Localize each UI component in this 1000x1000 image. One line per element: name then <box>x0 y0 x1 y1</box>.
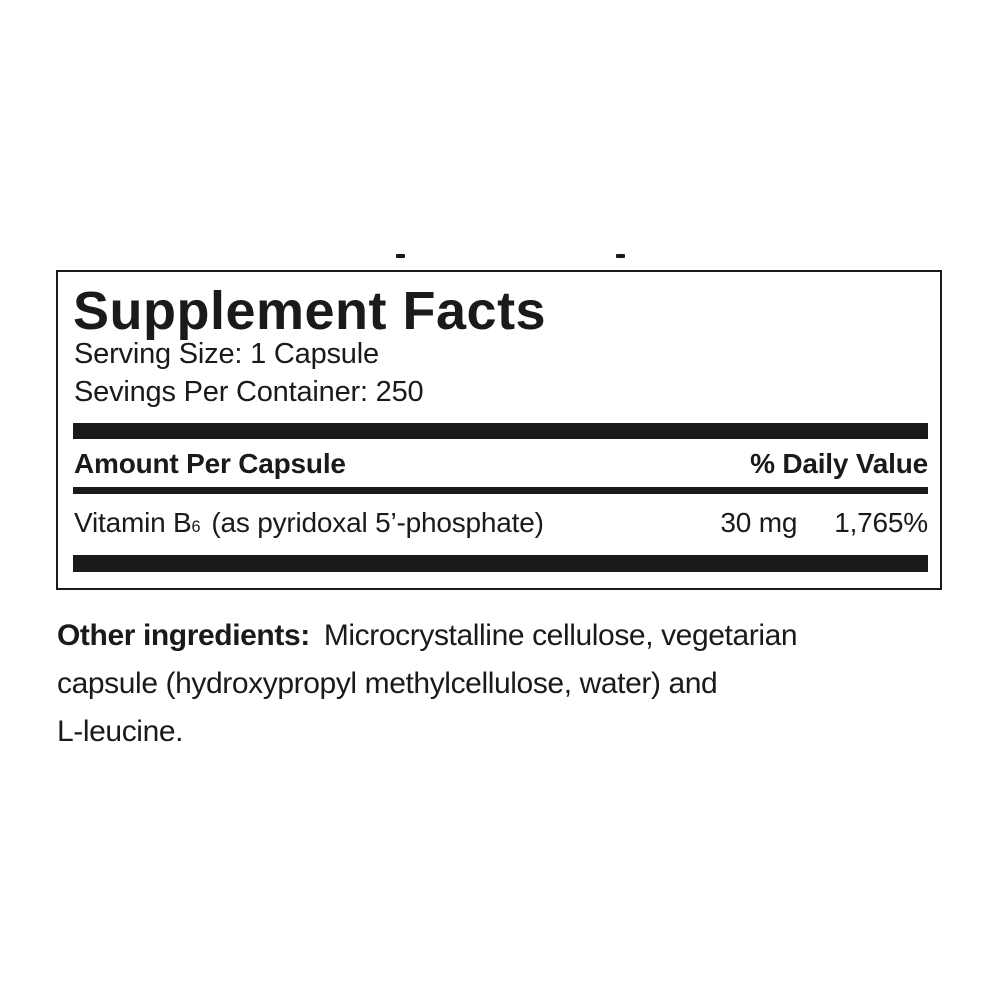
other-ingredients-line-3: L-leucine. <box>57 715 184 748</box>
nutrient-name-text: Vitamin B <box>74 507 192 538</box>
nutrient-daily-value: 1,765% <box>834 507 928 538</box>
servings-per-container-line: Sevings Per Container: 250 <box>74 376 424 408</box>
daily-value-header: % Daily Value <box>750 448 928 479</box>
amount-per-capsule-header: Amount Per Capsule <box>74 448 346 479</box>
divider-thick-bottom <box>73 555 928 572</box>
other-ingredients-label: Other ingredients: <box>57 619 310 652</box>
other-ingredients-line-2: capsule (hydroxypropyl methylcellulose, … <box>57 667 718 700</box>
print-artifact-dash-right <box>616 254 625 258</box>
other-ingredients-line-1: Other ingredients: Microcrystalline cellu… <box>57 612 937 660</box>
serving-size-line: Serving Size: 1 Capsule <box>74 338 379 370</box>
other-ingredients-paragraph: Other ingredients: Microcrystalline cellu… <box>57 612 937 756</box>
other-ingredients-line-1-text: Microcrystalline cellulose, vegetarian <box>323 619 798 652</box>
panel-title: Supplement Facts <box>73 281 547 341</box>
print-artifact-dash-left <box>396 254 405 258</box>
divider-thin-middle <box>73 487 928 494</box>
nutrient-row-vitamin-b6: Vitamin B6 (as pyridoxal 5’-phosphate) 3… <box>74 507 928 539</box>
nutrient-name-subscript: 6 <box>191 518 201 536</box>
nutrient-name: Vitamin B6 <box>74 507 201 539</box>
supplement-facts-panel: Supplement Facts Serving Size: 1 Capsule… <box>56 270 942 590</box>
nutrient-amount: 30 mg <box>720 507 798 538</box>
nutrient-detail: (as pyridoxal 5’-phosphate) <box>211 507 544 538</box>
divider-thick-top <box>73 423 928 439</box>
